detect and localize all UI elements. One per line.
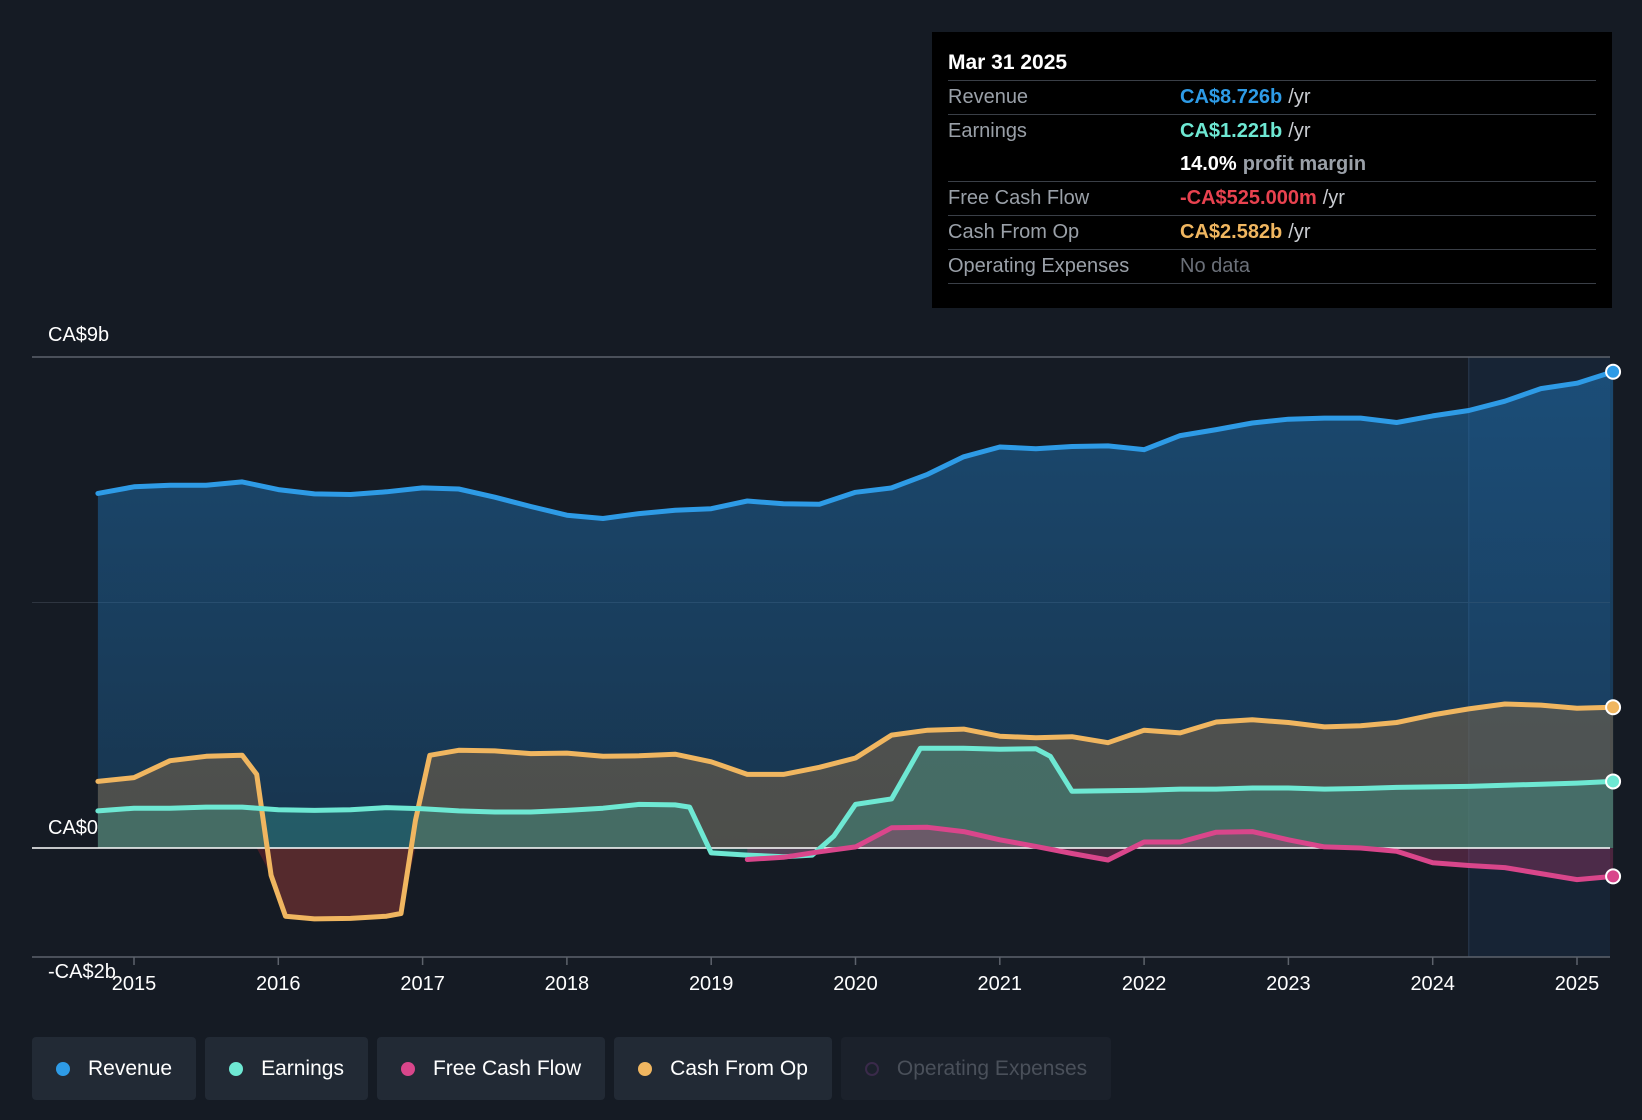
x-tick-label: 2017 <box>400 973 445 995</box>
tooltip: Mar 31 2025 Revenue CA$8.726b /yr Earnin… <box>932 32 1612 308</box>
cash-from-op-end-point <box>1605 699 1622 716</box>
tooltip-label: Operating Expenses <box>948 255 1130 277</box>
free-cash-flow-end-point <box>1605 868 1622 885</box>
y-tick-label: -CA$2b <box>48 961 116 983</box>
tooltip-label: Earnings <box>948 120 1027 142</box>
x-tick-label: 2018 <box>545 973 590 995</box>
tooltip-label: Revenue <box>948 86 1029 108</box>
y-tick-label: CA$0 <box>48 817 98 839</box>
revenue-line <box>95 369 1616 521</box>
tooltip-row-cash-from-op: Cash From Op CA$2.582b /yr <box>948 216 1596 250</box>
tooltip-row-profit-margin: 14.0% profit margin <box>948 148 1596 182</box>
tooltip-row-free-cash-flow: Free Cash Flow -CA$525.000m /yr <box>948 182 1596 216</box>
tooltip-row-earnings: Earnings CA$1.221b /yr <box>948 115 1596 148</box>
legend-item-free-cash-flow[interactable]: Free Cash Flow <box>376 1037 606 1100</box>
tooltip-value: CA$1.221b <box>1180 120 1283 142</box>
tooltip-row-operating-expenses: Operating Expenses No data <box>948 250 1596 284</box>
tooltip-label <box>948 148 1180 181</box>
legend-label: Revenue <box>88 1056 173 1080</box>
cash-from-op-line <box>95 701 1616 922</box>
tooltip-label: Cash From Op <box>948 221 1080 243</box>
tooltip-row-revenue: Revenue CA$8.726b /yr <box>948 81 1596 115</box>
tooltip-value: No data <box>1180 255 1251 277</box>
tooltip-value: CA$2.582b <box>1180 221 1283 243</box>
legend-item-earnings[interactable]: Earnings <box>205 1037 368 1100</box>
legend-label: Earnings <box>261 1056 344 1080</box>
x-tick-label: 2023 <box>1266 973 1311 995</box>
cash-from-op-area <box>97 704 1614 919</box>
x-tick-label: 2024 <box>1410 973 1455 995</box>
legend-dot-icon <box>229 1061 244 1076</box>
legend-dot-icon <box>638 1061 653 1076</box>
tooltip-unit: /yr <box>1288 86 1311 108</box>
revenue-end-point <box>1605 363 1622 380</box>
x-tick-label: 2022 <box>1122 973 1167 995</box>
x-tick-label: 2021 <box>978 973 1023 995</box>
x-tick-label: 2020 <box>833 973 878 995</box>
tooltip-unit: /yr <box>1288 120 1311 142</box>
legend-item-operating-expenses[interactable]: Operating Expenses <box>840 1037 1112 1100</box>
tooltip-date: Mar 31 2025 <box>948 46 1596 81</box>
x-tick-label: 2015 <box>112 973 157 995</box>
y-tick-label: CA$9b <box>48 324 109 346</box>
free-cash-flow-area <box>747 827 1614 880</box>
x-tick-label: 2019 <box>689 973 734 995</box>
tooltip-unit: profit margin <box>1242 153 1367 175</box>
tooltip-label: Free Cash Flow <box>948 187 1090 209</box>
earnings-end-point <box>1605 773 1622 790</box>
legend-item-revenue[interactable]: Revenue <box>32 1037 197 1100</box>
legend-item-cash-from-op[interactable]: Cash From Op <box>614 1037 832 1100</box>
cash-from-op-negative-area <box>97 848 1614 919</box>
earnings-line <box>95 745 1616 860</box>
free-cash-flow-line <box>744 824 1616 883</box>
x-tick-label: 2016 <box>256 973 301 995</box>
legend-dot-icon <box>864 1061 879 1076</box>
tooltip-value: CA$8.726b <box>1180 86 1283 108</box>
tooltip-unit: /yr <box>1322 187 1345 209</box>
x-tick-label: 2025 <box>1555 973 1600 995</box>
legend-dot-icon <box>400 1061 415 1076</box>
legend-label: Operating Expenses <box>896 1056 1088 1080</box>
legend: Revenue Earnings Free Cash Flow Cash Fro… <box>32 1037 1112 1100</box>
legend-dot-icon <box>56 1061 70 1076</box>
legend-label: Free Cash Flow <box>432 1056 582 1080</box>
tooltip-value: 14.0% <box>1180 153 1237 175</box>
legend-label: Cash From Op <box>670 1056 808 1080</box>
tooltip-unit: /yr <box>1288 221 1311 243</box>
tooltip-value: -CA$525.000m <box>1180 187 1317 209</box>
